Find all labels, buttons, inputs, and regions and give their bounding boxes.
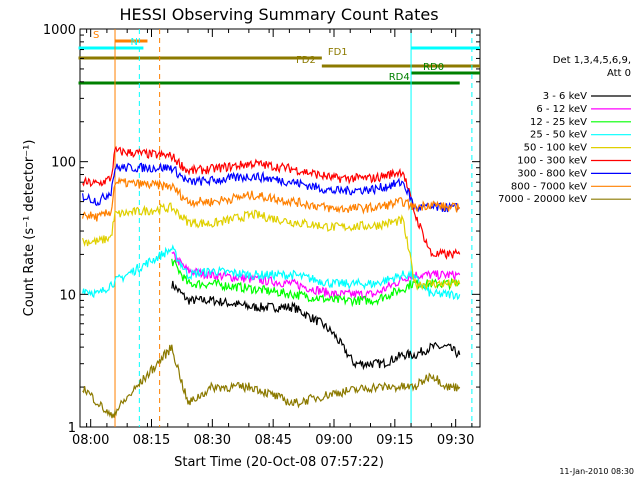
series-line [171, 258, 460, 308]
x-tick-label: 09:00 [315, 433, 352, 448]
legend-entry-label: 7000 - 20000 keV [498, 194, 587, 205]
x-tick-label: 09:15 [376, 433, 413, 448]
legend: Det 1,3,4,5,6,9, Att 0 3 - 6 keV 6 - 12 keV… [498, 55, 631, 205]
flag-label: RD0 [423, 62, 444, 73]
series-line [82, 162, 460, 213]
series-line [171, 280, 461, 371]
y-tick-label: 10 [59, 288, 76, 303]
chart-title: HESSI Observing Summary Count Rates [119, 5, 438, 24]
x-tick-label: 08:15 [133, 433, 170, 448]
observing-flags: S N FD1 FD2 RD0 RD4 [78, 30, 480, 85]
legend-entry-label: 12 - 25 keV [530, 117, 587, 128]
event-markers [114, 29, 473, 427]
x-tick-label: 08:45 [254, 433, 291, 448]
plot-area [79, 28, 481, 428]
x-tick-label: 08:30 [194, 433, 231, 448]
legend-entry-label: 800 - 7000 keV [511, 181, 587, 192]
flag-label: FD2 [296, 55, 316, 66]
series-group [82, 145, 461, 419]
legend-entry-label: 6 - 12 keV [536, 104, 587, 115]
flag-label: RD4 [389, 72, 410, 83]
y-tick-label: 1 [68, 421, 76, 436]
flag-label: FD1 [328, 47, 348, 58]
series-line [82, 202, 461, 291]
legend-header: Det 1,3,4,5,6,9, [553, 55, 631, 66]
series-line [82, 344, 461, 419]
x-tick-label: 08:00 [72, 433, 109, 448]
axes: 1 10 100 1000 08:00 08:15 08:30 08:45 09:00 09:15… [43, 23, 480, 448]
y-axis-label: Count Rate (s⁻¹ detector⁻¹) [22, 140, 37, 317]
y-tick-label: 1000 [43, 23, 76, 38]
y-tick-label: 100 [51, 156, 76, 171]
legend-entry-label: 50 - 100 keV [524, 143, 588, 154]
footer-date: 11-Jan-2010 08:30 [559, 467, 634, 476]
x-axis-label: Start Time (20-Oct-08 07:57:22) [174, 455, 384, 470]
legend-entry-label: 300 - 800 keV [517, 168, 587, 179]
flag-label: S [93, 30, 99, 41]
x-tick-label: 09:30 [437, 433, 474, 448]
series-line [82, 145, 461, 261]
legend-entry-label: 100 - 300 keV [517, 156, 587, 167]
series-line [82, 176, 461, 222]
legend-entry-label: 25 - 50 keV [530, 130, 587, 141]
legend-entry-label: 3 - 6 keV [543, 91, 587, 102]
legend-header: Att 0 [607, 68, 631, 79]
flag-label: N [131, 37, 138, 48]
series-line [82, 244, 461, 301]
